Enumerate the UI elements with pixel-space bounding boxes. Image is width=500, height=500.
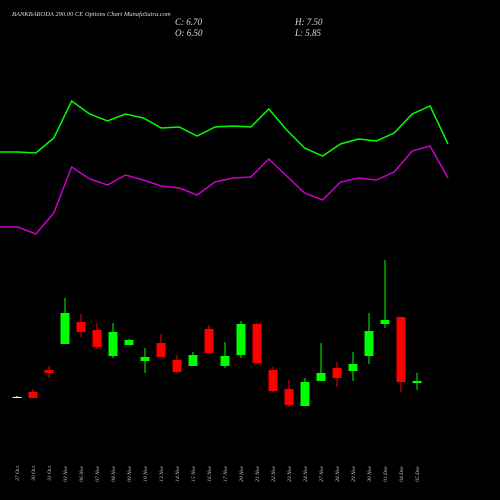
high-label: H: 7.50 bbox=[294, 17, 323, 27]
candle-body bbox=[108, 331, 118, 356]
x-tick-label: 30 Oct bbox=[31, 466, 37, 482]
indicator-line bbox=[0, 99, 449, 157]
x-tick-label: 29 Nov bbox=[351, 465, 357, 481]
x-tick-label: 27 Nov bbox=[319, 465, 325, 481]
candle-body bbox=[172, 359, 182, 373]
x-tick-label: 30 Nov bbox=[367, 465, 373, 482]
candle-body bbox=[412, 380, 422, 384]
candle-body bbox=[300, 382, 310, 407]
x-tick-label: 23 Nov bbox=[287, 465, 293, 481]
candle-body bbox=[156, 342, 166, 357]
x-tick-label: 06 Nov bbox=[79, 465, 85, 481]
candle-body bbox=[124, 339, 134, 346]
candle-body bbox=[236, 324, 246, 356]
x-tick-label: 28 Nov bbox=[335, 465, 341, 481]
candle-body bbox=[12, 396, 22, 398]
candle-body bbox=[188, 355, 198, 366]
x-tick-label: 22 Nov bbox=[271, 465, 277, 481]
candle-body bbox=[140, 356, 150, 362]
chart-title: BANKBARODA 290.00 CE Options Chart Munaf… bbox=[12, 11, 171, 18]
x-tick-label: 09 Nov bbox=[127, 465, 133, 481]
close-label: C: 6.70 bbox=[175, 17, 203, 27]
candle-body bbox=[252, 324, 262, 363]
x-tick-label: 16 Nov bbox=[207, 465, 213, 481]
x-tick-label: 13 Nov bbox=[159, 465, 165, 481]
candle-body bbox=[380, 320, 390, 325]
candle-body bbox=[76, 321, 86, 332]
candle-body bbox=[284, 389, 294, 405]
x-tick-label: 14 Nov bbox=[174, 465, 181, 481]
x-tick-label: 21 Nov bbox=[255, 465, 261, 481]
candle-body bbox=[220, 355, 230, 366]
candle-body bbox=[348, 363, 358, 372]
candle-body bbox=[396, 317, 406, 383]
open-label: O: 6.50 bbox=[175, 28, 203, 38]
candle-body bbox=[268, 369, 278, 391]
x-tick-label: 07 Nov bbox=[95, 465, 101, 481]
x-tick-label: 24 Nov bbox=[302, 465, 309, 481]
x-tick-label: 01 Dec bbox=[383, 465, 389, 481]
x-tick-label: 15 Nov bbox=[191, 465, 197, 481]
candle-body bbox=[316, 372, 326, 381]
x-tick-label: 03 Nov bbox=[63, 465, 69, 481]
candle-body bbox=[44, 369, 54, 373]
x-tick-label: 10 Nov bbox=[143, 465, 149, 481]
x-tick-label: 17 Nov bbox=[223, 465, 229, 481]
candle-body bbox=[92, 330, 102, 348]
x-tick-label: 04 Dec bbox=[398, 465, 405, 481]
candle-body bbox=[364, 331, 374, 356]
x-tick-label: 20 Nov bbox=[239, 465, 245, 481]
candle-body bbox=[28, 392, 38, 398]
candle-body bbox=[60, 313, 70, 345]
indicator-line bbox=[0, 145, 449, 235]
candle-body bbox=[332, 368, 342, 379]
x-tick-label: 05 Dec bbox=[415, 465, 421, 481]
x-tick-label: 27 Oct bbox=[15, 466, 21, 481]
x-tick-label: 08 Nov bbox=[111, 465, 117, 481]
candle-body bbox=[204, 328, 214, 353]
x-tick-label: 31 Oct bbox=[47, 466, 53, 482]
low-label: L: 5.85 bbox=[294, 28, 322, 38]
